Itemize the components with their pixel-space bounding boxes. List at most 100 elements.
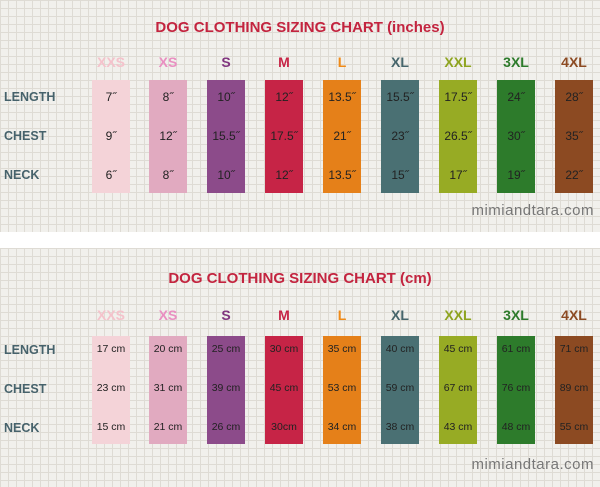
inches-row-label-neck: NECK — [4, 168, 40, 182]
cm-size-label-xxl: XXL — [444, 307, 472, 323]
cm-value-chest-3xl: 76 cm — [501, 382, 531, 394]
inches-value-neck-xxl: 17˝ — [449, 168, 467, 182]
cm-size-label-xxs: XXS — [96, 307, 125, 323]
inches-value-length-l: 13.5˝ — [328, 90, 356, 104]
cm-value-length-xxl: 45 cm — [443, 343, 473, 355]
inches-value-length-4xl: 28˝ — [565, 90, 583, 104]
cm-size-label-xs: XS — [158, 307, 178, 323]
cm-chart-title: DOG CLOTHING SIZING CHART (cm) — [168, 270, 432, 287]
cm-row-label-length: LENGTH — [4, 343, 56, 357]
inches-size-column-xxs: 7˝ 9˝ 6˝ — [92, 80, 130, 193]
inches-value-chest-xxl: 26.5˝ — [444, 129, 472, 143]
watermark: mimiandtara.com — [471, 456, 594, 473]
inches-size-column-m: 12˝ 17.5˝ 12˝ — [265, 80, 303, 193]
cm-size-column-xxl: 45 cm 67 cm 43 cm — [439, 336, 477, 444]
inches-size-column-xxl: 17.5˝ 26.5˝ 17˝ — [439, 80, 477, 193]
cm-value-length-m: 30 cm — [269, 343, 299, 355]
inches-value-neck-4xl: 22˝ — [565, 168, 583, 182]
cm-value-neck-l: 34 cm — [327, 421, 357, 433]
inches-size-label-3xl: 3XL — [503, 54, 529, 70]
inches-value-chest-m: 17.5˝ — [270, 129, 298, 143]
inches-value-neck-xxs: 6˝ — [105, 168, 117, 182]
inches-value-chest-xl: 23˝ — [391, 129, 409, 143]
inches-row-label-chest: CHEST — [4, 129, 47, 143]
cm-chart-panel: DOG CLOTHING SIZING CHART (cm) mimiandta… — [0, 248, 600, 487]
cm-size-column-xxs: 17 cm 23 cm 15 cm — [92, 336, 130, 444]
cm-value-neck-xxs: 15 cm — [96, 421, 126, 433]
inches-value-length-m: 12˝ — [275, 90, 293, 104]
inches-size-label-xxs: XXS — [96, 54, 125, 70]
cm-value-length-3xl: 61 cm — [501, 343, 531, 355]
watermark: mimiandtara.com — [471, 202, 594, 219]
cm-size-label-3xl: 3XL — [503, 307, 529, 323]
inches-value-length-xxs: 7˝ — [105, 90, 117, 104]
cm-size-column-4xl: 71 cm 89 cm 55 cm — [555, 336, 593, 444]
inches-value-length-s: 10˝ — [217, 90, 235, 104]
cm-value-length-xxs: 17 cm — [96, 343, 126, 355]
inches-chart-panel: DOG CLOTHING SIZING CHART (inches) mimia… — [0, 0, 600, 232]
cm-value-neck-3xl: 48 cm — [501, 421, 531, 433]
cm-value-chest-4xl: 89 cm — [559, 382, 589, 394]
cm-value-neck-m: 30cm — [271, 421, 297, 433]
cm-value-chest-xxs: 23 cm — [96, 382, 126, 394]
cm-value-length-xl: 40 cm — [385, 343, 415, 355]
inches-value-neck-3xl: 19˝ — [507, 168, 525, 182]
inches-value-neck-m: 12˝ — [275, 168, 293, 182]
inches-size-label-l: L — [337, 54, 347, 70]
cm-size-column-s: 25 cm 39 cm 26 cm — [207, 336, 245, 444]
inches-value-length-xl: 15.5˝ — [386, 90, 414, 104]
inches-value-chest-3xl: 30˝ — [507, 129, 525, 143]
inches-value-length-3xl: 24˝ — [507, 90, 525, 104]
cm-size-label-4xl: 4XL — [561, 307, 587, 323]
inches-size-column-xs: 8˝ 12˝ 8˝ — [149, 80, 187, 193]
cm-size-label-xl: XL — [391, 307, 409, 323]
cm-value-neck-s: 26 cm — [211, 421, 241, 433]
cm-size-label-l: L — [337, 307, 347, 323]
cm-size-label-s: S — [221, 307, 231, 323]
cm-value-neck-xl: 38 cm — [385, 421, 415, 433]
cm-value-neck-4xl: 55 cm — [559, 421, 589, 433]
cm-row-label-neck: NECK — [4, 421, 40, 435]
cm-value-chest-m: 45 cm — [269, 382, 299, 394]
cm-size-column-m: 30 cm 45 cm 30cm — [265, 336, 303, 444]
cm-value-neck-xxl: 43 cm — [443, 421, 473, 433]
inches-size-label-xs: XS — [158, 54, 178, 70]
inches-value-chest-l: 21˝ — [333, 129, 351, 143]
cm-value-length-4xl: 71 cm — [559, 343, 589, 355]
inches-value-length-xxl: 17.5˝ — [444, 90, 472, 104]
inches-size-column-3xl: 24˝ 30˝ 19˝ — [497, 80, 535, 193]
cm-size-column-3xl: 61 cm 76 cm 48 cm — [497, 336, 535, 444]
inches-size-label-xl: XL — [391, 54, 409, 70]
inches-size-column-s: 10˝ 15.5˝ 10˝ — [207, 80, 245, 193]
inches-chart-title: DOG CLOTHING SIZING CHART (inches) — [155, 19, 445, 36]
cm-value-chest-xs: 31 cm — [153, 382, 183, 394]
cm-value-length-l: 35 cm — [327, 343, 357, 355]
inches-value-length-xs: 8˝ — [162, 90, 174, 104]
inches-value-chest-xxs: 9˝ — [105, 129, 117, 143]
inches-value-chest-s: 15.5˝ — [212, 129, 240, 143]
inches-size-label-s: S — [221, 54, 231, 70]
inches-value-neck-xl: 15˝ — [391, 168, 409, 182]
inches-size-column-xl: 15.5˝ 23˝ 15˝ — [381, 80, 419, 193]
inches-size-label-4xl: 4XL — [561, 54, 587, 70]
cm-value-chest-xl: 59 cm — [385, 382, 415, 394]
inches-value-neck-xs: 8˝ — [162, 168, 174, 182]
cm-size-column-l: 35 cm 53 cm 34 cm — [323, 336, 361, 444]
cm-size-column-xs: 20 cm 31 cm 21 cm — [149, 336, 187, 444]
inches-row-label-length: LENGTH — [4, 90, 56, 104]
inches-size-column-4xl: 28˝ 35˝ 22˝ — [555, 80, 593, 193]
inches-size-column-l: 13.5˝ 21˝ 13.5˝ — [323, 80, 361, 193]
inches-value-chest-4xl: 35˝ — [565, 129, 583, 143]
cm-size-column-xl: 40 cm 59 cm 38 cm — [381, 336, 419, 444]
inches-value-neck-l: 13.5˝ — [328, 168, 356, 182]
cm-value-neck-xs: 21 cm — [153, 421, 183, 433]
cm-value-chest-l: 53 cm — [327, 382, 357, 394]
cm-value-chest-xxl: 67 cm — [443, 382, 473, 394]
cm-value-length-xs: 20 cm — [153, 343, 183, 355]
inches-size-label-m: M — [278, 54, 290, 70]
cm-value-length-s: 25 cm — [211, 343, 241, 355]
cm-value-chest-s: 39 cm — [211, 382, 241, 394]
cm-size-label-m: M — [278, 307, 290, 323]
inches-value-chest-xs: 12˝ — [159, 129, 177, 143]
inches-size-label-xxl: XXL — [444, 54, 472, 70]
